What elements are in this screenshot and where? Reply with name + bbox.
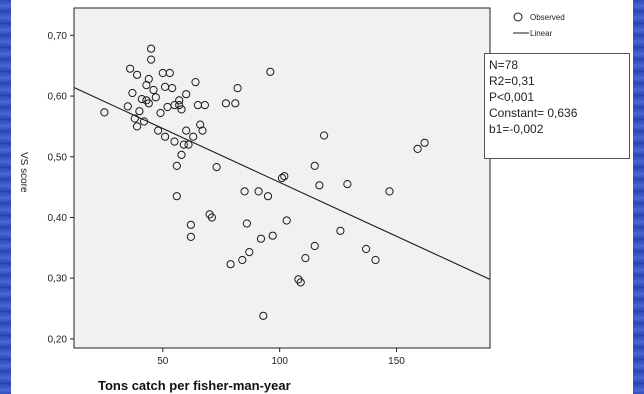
data-point xyxy=(320,131,329,140)
linear-fit-line xyxy=(73,87,491,280)
data-point xyxy=(254,187,263,196)
x-axis: 50 100 150 xyxy=(157,348,405,367)
data-point xyxy=(310,161,319,170)
observed-points xyxy=(100,44,429,320)
data-point xyxy=(231,99,240,108)
data-point xyxy=(191,78,200,87)
data-point xyxy=(147,55,156,64)
data-point xyxy=(198,126,207,135)
x-axis-title: Tons catch per fisher-man-year xyxy=(98,378,291,393)
stat-p: P<0,001 xyxy=(489,90,535,104)
data-point xyxy=(133,122,142,131)
slide-left-border xyxy=(0,0,11,394)
data-point xyxy=(221,99,230,108)
data-point xyxy=(149,85,158,95)
y-tick-label: 0,60 xyxy=(48,92,68,103)
data-point xyxy=(126,64,135,73)
data-point xyxy=(266,67,275,76)
data-point xyxy=(420,138,429,147)
stat-b1: b1=-0,002 xyxy=(489,122,544,136)
data-point xyxy=(282,216,291,225)
data-point xyxy=(172,192,181,201)
data-point xyxy=(133,70,142,79)
y-tick-label: 0,70 xyxy=(48,31,68,42)
data-point xyxy=(186,232,195,241)
x-tick-label: 100 xyxy=(271,356,288,367)
data-point xyxy=(259,311,268,320)
data-point xyxy=(263,192,273,201)
data-point xyxy=(413,144,422,153)
regression-stats-box: N=78 R2=0,31 P<0,001 Constant= 0,636 b1=… xyxy=(484,53,630,159)
scatter-chart: 0,20 0,30 0,40 0,50 0,60 0,70 50 100 150 Tons c… xyxy=(18,7,565,393)
data-point xyxy=(168,84,177,93)
data-point xyxy=(212,163,221,172)
data-point xyxy=(100,108,109,117)
y-tick-label: 0,40 xyxy=(48,213,68,224)
data-point xyxy=(226,260,235,269)
data-point xyxy=(184,140,193,149)
y-tick-label: 0,30 xyxy=(48,274,68,285)
data-point xyxy=(182,90,191,99)
data-point xyxy=(128,88,137,98)
data-point xyxy=(175,96,184,105)
data-point xyxy=(296,278,305,287)
data-point xyxy=(123,102,132,111)
data-point xyxy=(280,172,289,181)
data-point xyxy=(240,187,249,196)
data-point xyxy=(177,105,186,114)
data-point xyxy=(179,140,188,149)
y-tick-label: 0,20 xyxy=(48,334,68,345)
data-point xyxy=(336,226,345,235)
data-point xyxy=(310,241,319,251)
data-point xyxy=(189,132,198,141)
legend-linear-label: Linear xyxy=(530,29,553,38)
y-axis: 0,20 0,30 0,40 0,50 0,60 0,70 xyxy=(48,31,74,345)
data-point xyxy=(154,126,163,135)
legend-observed-symbol xyxy=(513,12,523,22)
stat-n: N=78 xyxy=(489,58,519,72)
x-tick-label: 50 xyxy=(157,356,169,367)
data-point xyxy=(172,161,181,170)
data-point xyxy=(130,114,139,123)
y-axis-title: VS score xyxy=(18,152,29,193)
data-point xyxy=(165,68,174,78)
data-point xyxy=(245,248,254,257)
legend: Observed Linear xyxy=(513,12,565,38)
data-point xyxy=(315,181,324,190)
data-point xyxy=(137,95,146,104)
data-point xyxy=(170,101,179,110)
data-point xyxy=(207,213,216,222)
data-point xyxy=(362,244,371,254)
stat-constant: Constant= 0,636 xyxy=(489,106,578,120)
data-point xyxy=(242,219,251,228)
plot-area xyxy=(73,7,491,349)
data-point xyxy=(186,220,195,229)
data-point xyxy=(343,180,352,189)
data-point xyxy=(161,132,170,141)
data-point xyxy=(144,74,153,84)
data-point xyxy=(147,44,156,53)
data-point xyxy=(268,231,277,240)
data-point xyxy=(175,101,184,110)
y-tick-label: 0,50 xyxy=(48,152,68,163)
data-point xyxy=(177,150,186,159)
data-point xyxy=(135,107,144,116)
x-tick-label: 150 xyxy=(388,356,405,367)
data-point xyxy=(182,126,191,135)
data-point xyxy=(170,137,179,146)
slide-right-border xyxy=(633,0,644,394)
data-point xyxy=(277,173,287,183)
data-point xyxy=(144,99,153,108)
data-point xyxy=(233,84,242,93)
legend-observed-label: Observed xyxy=(530,13,565,22)
data-point xyxy=(200,101,209,110)
data-point xyxy=(301,254,310,263)
data-point xyxy=(151,93,160,102)
data-point xyxy=(156,108,165,118)
data-point xyxy=(371,255,380,265)
data-point xyxy=(238,255,247,265)
data-point xyxy=(385,187,394,196)
stat-r2: R2=0,31 xyxy=(489,74,535,88)
data-point xyxy=(256,234,266,243)
